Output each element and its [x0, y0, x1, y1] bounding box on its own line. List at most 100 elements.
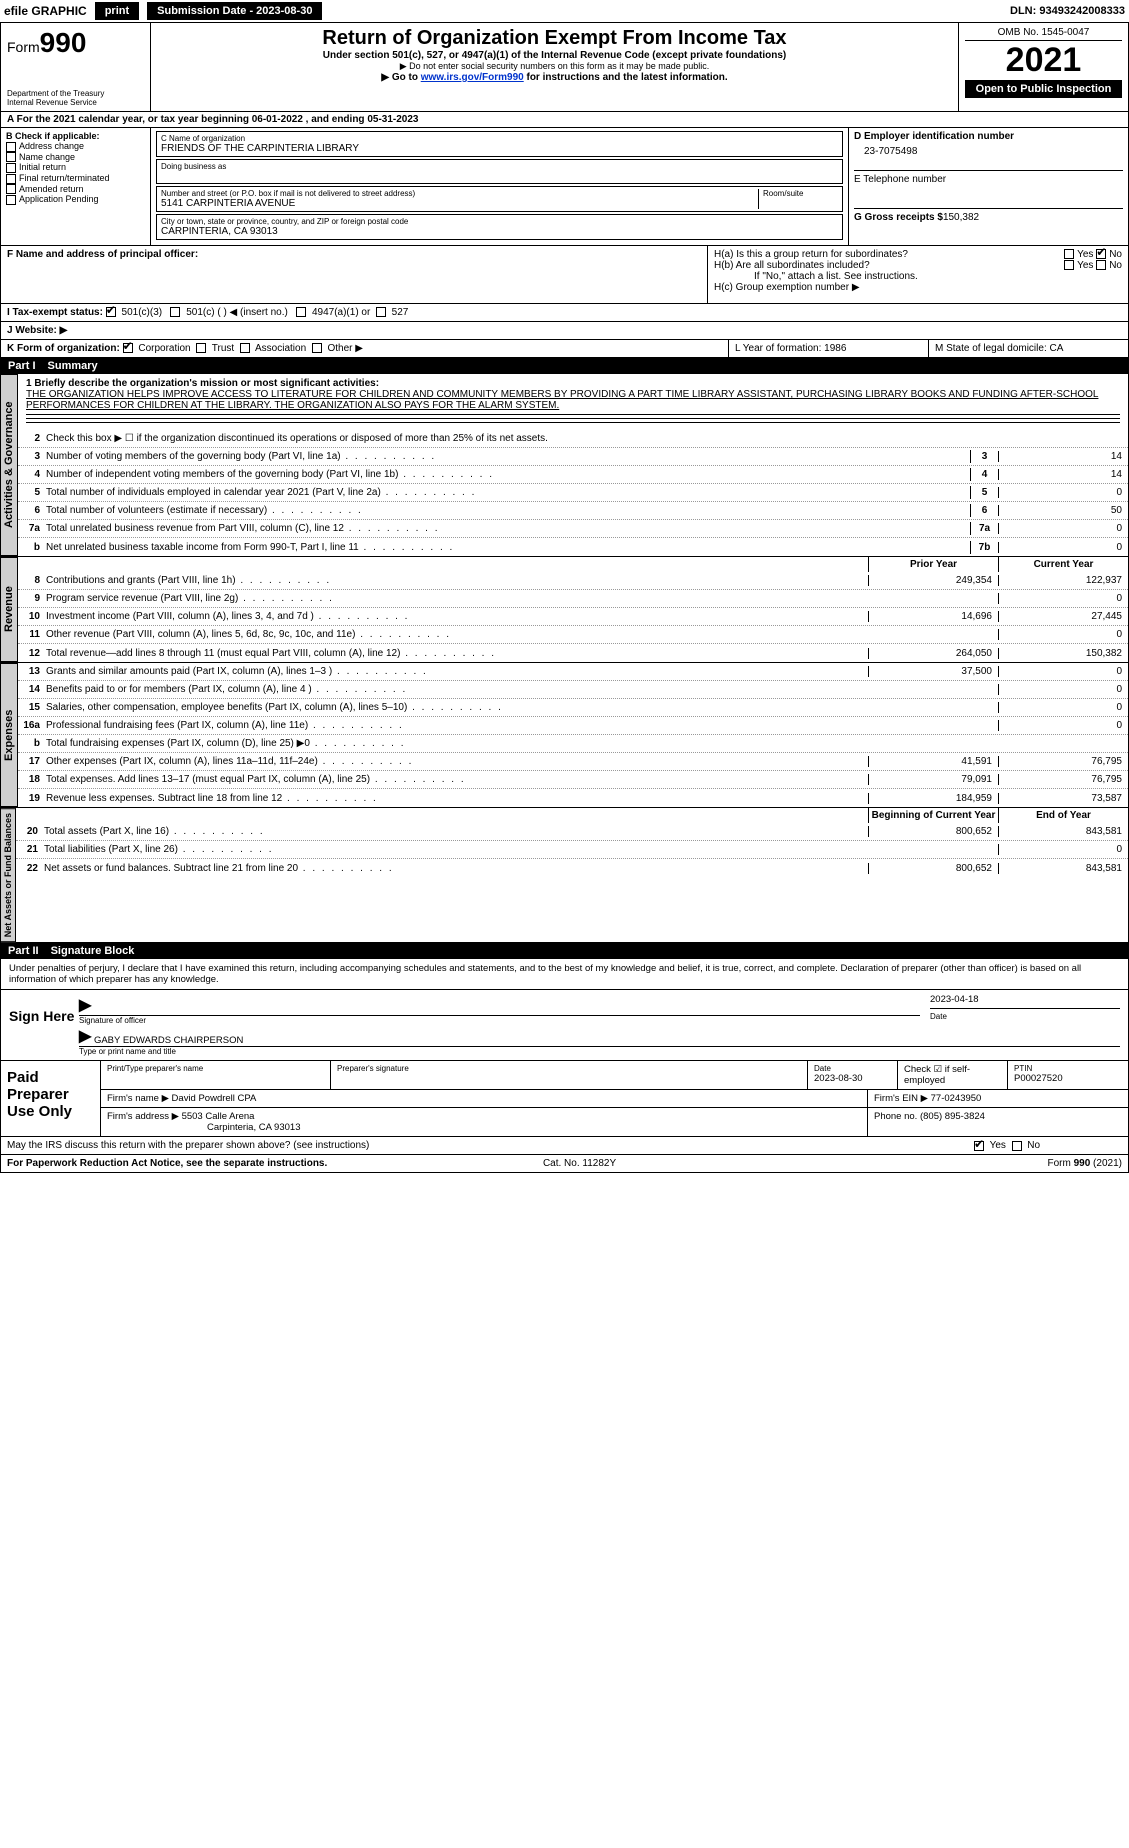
- net-assets-section: Net Assets or Fund Balances Beginning of…: [0, 808, 1129, 943]
- firm-ein-value: 77-0243950: [931, 1093, 982, 1104]
- print-button[interactable]: print: [95, 2, 139, 20]
- row-klm: K Form of organization: Corporation Trus…: [0, 340, 1129, 358]
- hb-yes-cb[interactable]: [1064, 260, 1074, 270]
- cb-4947[interactable]: [296, 307, 306, 317]
- cb-initial-return[interactable]: Initial return: [6, 162, 145, 173]
- preparer-row2: Firm's name ▶ David Powdrell CPA Firm's …: [101, 1090, 1128, 1108]
- summary-row: 10Investment income (Part VIII, column (…: [18, 608, 1128, 626]
- summary-row: 8Contributions and grants (Part VIII, li…: [18, 572, 1128, 590]
- may-no: No: [1027, 1140, 1040, 1151]
- cb-amend-label: Amended return: [19, 184, 84, 194]
- may-no-cb[interactable]: [1012, 1141, 1022, 1151]
- hb-no-cb[interactable]: [1096, 260, 1106, 270]
- ha-row: H(a) Is this a group return for subordin…: [714, 249, 1122, 260]
- dept-label: Department of the Treasury: [7, 89, 144, 98]
- trust-label: Trust: [212, 343, 234, 354]
- net-col-header: Beginning of Current Year End of Year: [16, 808, 1128, 823]
- header-right: OMB No. 1545-0047 2021 Open to Public In…: [958, 23, 1128, 111]
- part1-number: Part I: [8, 360, 36, 372]
- ha-yes: Yes: [1077, 249, 1093, 260]
- preparer-row1: Print/Type preparer's name Preparer's si…: [101, 1061, 1128, 1090]
- cb-application-pending[interactable]: Application Pending: [6, 194, 145, 205]
- eoy-header: End of Year: [998, 808, 1128, 823]
- activities-governance-section: Activities & Governance 1 Briefly descri…: [0, 374, 1129, 557]
- row-a-tax-year: A For the 2021 calendar year, or tax yea…: [0, 112, 1129, 128]
- sign-here-label: Sign Here: [9, 994, 79, 1056]
- p-date-label: Date: [814, 1064, 891, 1073]
- city-value: CARPINTERIA, CA 93013: [161, 226, 838, 237]
- line2-text: Check this box ▶ ☐ if the organization d…: [46, 433, 1128, 444]
- paid-preparer-block: Paid Preparer Use Only Print/Type prepar…: [0, 1061, 1129, 1137]
- summary-row: 5Total number of individuals employed in…: [18, 484, 1128, 502]
- firm-addr1: 5503 Calle Arena: [182, 1111, 255, 1122]
- other-label: Other ▶: [327, 343, 362, 354]
- f-label: F Name and address of principal officer:: [7, 249, 701, 260]
- hc-label: H(c) Group exemption number ▶: [714, 282, 1122, 293]
- corp-label: Corporation: [138, 343, 190, 354]
- instructions-link-row: ▶ Go to www.irs.gov/Form990 for instruct…: [157, 72, 952, 83]
- hb-label: H(b) Are all subordinates included?: [714, 260, 870, 271]
- tab-activities-governance: Activities & Governance: [1, 374, 18, 556]
- 527-label: 527: [392, 307, 409, 318]
- cb-527[interactable]: [376, 307, 386, 317]
- summary-row: 3Number of voting members of the governi…: [18, 448, 1128, 466]
- name-line: ▶ GABY EDWARDS CHAIRPERSON: [79, 1025, 1120, 1047]
- efile-prefix: efile: [4, 4, 28, 18]
- summary-row: 13Grants and similar amounts paid (Part …: [18, 663, 1128, 681]
- summary-row: 20Total assets (Part X, line 16)800,6528…: [16, 823, 1128, 841]
- irs-link[interactable]: www.irs.gov/Form990: [421, 72, 524, 83]
- cb-501c3[interactable]: [106, 307, 116, 317]
- footer-center: Cat. No. 11282Y: [543, 1158, 616, 1169]
- cb-501c[interactable]: [170, 307, 180, 317]
- irs-label: Internal Revenue Service: [7, 98, 144, 107]
- submission-date-button[interactable]: Submission Date - 2023-08-30: [147, 2, 322, 20]
- header-left: Form990 Department of the Treasury Inter…: [1, 23, 151, 111]
- hb-row: H(b) Are all subordinates included? Yes …: [714, 260, 1122, 271]
- omb-number: OMB No. 1545-0047: [965, 27, 1122, 41]
- g-value: 150,382: [943, 212, 979, 223]
- ha-yes-cb[interactable]: [1064, 249, 1074, 259]
- cb-address-label: Address change: [19, 141, 84, 151]
- boy-header: Beginning of Current Year: [868, 808, 998, 823]
- form-990-label: Form990: [7, 27, 144, 59]
- sig-date-value: 2023-04-18: [930, 994, 1120, 1005]
- cb-address-change[interactable]: Address change: [6, 141, 145, 152]
- summary-row: bTotal fundraising expenses (Part IX, co…: [18, 735, 1128, 753]
- cb-amended-return[interactable]: Amended return: [6, 184, 145, 195]
- phone-label: Phone no.: [874, 1111, 917, 1122]
- cb-assoc[interactable]: [240, 343, 250, 353]
- may-yes-cb[interactable]: [974, 1141, 984, 1151]
- sig-date-label: Date: [930, 1012, 1120, 1021]
- form-header: Form990 Department of the Treasury Inter…: [0, 23, 1129, 112]
- mission-text: THE ORGANIZATION HELPS IMPROVE ACCESS TO…: [26, 389, 1098, 411]
- cb-name-label: Name change: [19, 152, 75, 162]
- city-label: City or town, state or province, country…: [161, 217, 838, 226]
- may-yes: Yes: [990, 1140, 1006, 1151]
- phone-value: (805) 895-3824: [920, 1111, 985, 1122]
- name-title-label: Type or print name and title: [79, 1047, 1120, 1056]
- summary-row: 17Other expenses (Part IX, column (A), l…: [18, 753, 1128, 771]
- sig-officer-label: Signature of officer: [79, 1016, 920, 1025]
- summary-row: 14Benefits paid to or for members (Part …: [18, 681, 1128, 699]
- j-label: J Website: ▶: [1, 322, 73, 339]
- expenses-section: Expenses 13Grants and similar amounts pa…: [0, 663, 1129, 808]
- summary-row: 21Total liabilities (Part X, line 26)0: [16, 841, 1128, 859]
- d-label: D Employer identification number: [854, 131, 1123, 142]
- ha-no-cb[interactable]: [1096, 249, 1106, 259]
- top-bar: efile GRAPHIC print Submission Date - 20…: [0, 0, 1129, 23]
- cb-corp[interactable]: [123, 343, 133, 353]
- block-fh: F Name and address of principal officer:…: [0, 246, 1129, 304]
- 4947-label: 4947(a)(1) or: [312, 307, 370, 318]
- summary-row: 22Net assets or fund balances. Subtract …: [16, 859, 1128, 877]
- revenue-section: Revenue Prior Year Current Year 8Contrib…: [0, 557, 1129, 663]
- part1-header: Part I Summary: [0, 358, 1129, 374]
- cb-other[interactable]: [312, 343, 322, 353]
- line2-row: 2 Check this box ▶ ☐ if the organization…: [18, 430, 1128, 448]
- cb-name-change[interactable]: Name change: [6, 152, 145, 163]
- cb-final-return[interactable]: Final return/terminated: [6, 173, 145, 184]
- cb-trust[interactable]: [196, 343, 206, 353]
- efile-suffix: GRAPHIC: [31, 4, 86, 18]
- firm-addr-label: Firm's address ▶: [107, 1111, 179, 1122]
- cb-final-label: Final return/terminated: [19, 173, 110, 183]
- officer-signature-line[interactable]: ▶: [79, 994, 920, 1016]
